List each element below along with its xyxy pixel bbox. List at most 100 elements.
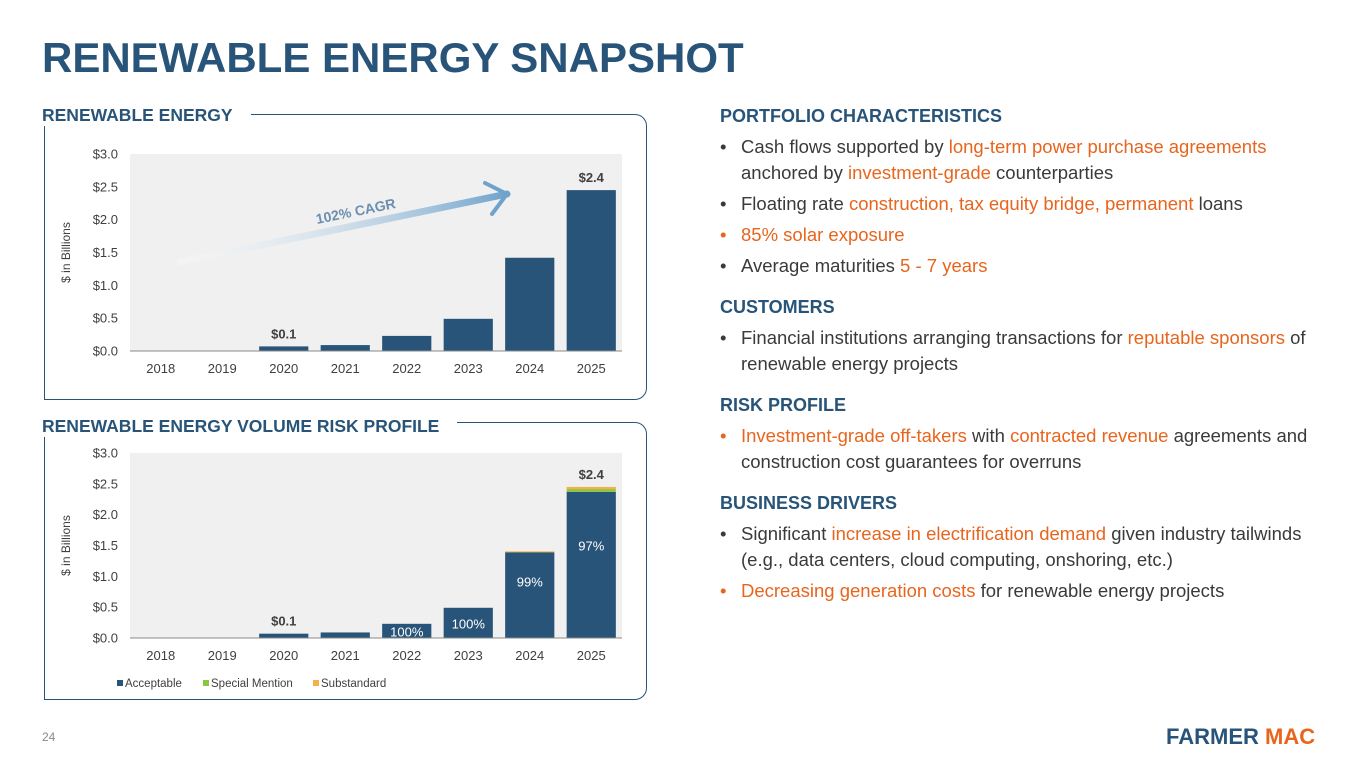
y-tick-label: $2.0	[93, 507, 118, 522]
portfolio-heading: PORTFOLIO CHARACTERISTICS	[720, 106, 1002, 126]
data-label: $2.4	[579, 467, 605, 482]
bar-value-2025	[566, 190, 616, 351]
bar-special-mention-2025	[566, 489, 616, 492]
pct-label: 99%	[517, 575, 543, 590]
legend-swatch	[117, 680, 123, 686]
renewable-energy-chart: $0.0 $0.5 $1.0 $1.5 $2.0 $2.5 $3.0 $ in Billion…	[59, 147, 622, 376]
x-tick-label: 2021	[331, 361, 360, 376]
data-label: $0.1	[271, 614, 296, 629]
bullet-floating-rate: • Floating rate construction, tax equity …	[720, 191, 1340, 217]
x-tick-label: 2025	[577, 361, 606, 376]
cagr-arrow-head	[483, 181, 509, 216]
pct-label: 100%	[390, 624, 424, 639]
highlight: contracted revenue	[1010, 425, 1169, 446]
right-column: PORTFOLIO CHARACTERISTICS • Cash flows su…	[720, 104, 1340, 620]
highlight: 5 - 7 years	[900, 255, 988, 276]
portfolio-section: PORTFOLIO CHARACTERISTICS • Cash flows su…	[720, 104, 1340, 279]
bar-value-2024	[505, 257, 555, 351]
x-tick-label: 2021	[331, 648, 360, 663]
chart2-panel-title: RENEWABLE ENERGY VOLUME RISK PROFILE	[42, 416, 458, 437]
x-tick-label: 2023	[454, 361, 483, 376]
text: Significant	[741, 523, 832, 544]
x-tick-label: 2020	[269, 361, 298, 376]
text: Financial institutions arranging transac…	[741, 327, 1128, 348]
bar-acceptable-2020	[259, 633, 309, 638]
bar-acceptable-2024	[505, 552, 555, 638]
y-tick-label: $2.5	[93, 476, 118, 491]
y-tick-label: $1.5	[93, 245, 118, 260]
bullet-financial-institutions: • Financial institutions arranging transa…	[720, 325, 1340, 377]
legend-swatch	[313, 680, 319, 686]
page-number: 24	[42, 730, 56, 744]
risk-profile-chart: $0.0 $0.5 $1.0 $1.5 $2.0 $2.5 $3.0 $ in Billion…	[59, 446, 622, 690]
data-label: $0.1	[271, 326, 296, 341]
legend-label: Substandard	[321, 678, 386, 690]
y-tick-label: $0.5	[93, 311, 118, 326]
highlight: investment-grade	[847, 162, 991, 183]
bar-substandard-2024	[505, 551, 555, 553]
page-title: RENEWABLE ENERGY SNAPSHOT	[42, 34, 744, 81]
x-tick-label: 2018	[146, 648, 175, 663]
chart1-panel	[44, 114, 647, 400]
bar-acceptable-2023	[443, 607, 493, 638]
logo-part2: MAC	[1265, 724, 1316, 749]
highlight: Investment-grade off-takers	[741, 425, 967, 446]
y-tick-label: $1.0	[93, 569, 118, 584]
text: of renewable energy projects	[741, 327, 1306, 374]
drivers-section: BUSINESS DRIVERS • Significant increase i…	[720, 491, 1340, 604]
bar-substandard-2025	[566, 486, 616, 490]
risk-section: RISK PROFILE • Investment-grade off-taker…	[720, 393, 1340, 475]
highlight: 85% solar exposure	[741, 224, 905, 245]
text: Floating rate	[741, 193, 849, 214]
x-tick-label: 2018	[146, 361, 175, 376]
bar-acceptable-2022	[382, 623, 432, 638]
bar-value-2023	[443, 318, 493, 351]
text: loans	[1193, 193, 1243, 214]
y-tick-label: $1.5	[93, 538, 118, 553]
x-tick-label: 2022	[392, 648, 421, 663]
pct-label: 100%	[452, 616, 486, 631]
bar-acceptable-2021	[320, 632, 370, 638]
bullet-dot: •	[720, 255, 727, 276]
legend-label: Acceptable	[125, 678, 182, 690]
y-tick-label: $3.0	[93, 147, 118, 162]
x-tick-label: 2024	[515, 648, 544, 663]
farmer-mac-logo: FARMER MAC	[1166, 724, 1315, 750]
x-tick-label: 2025	[577, 648, 606, 663]
bullet-maturities: • Average maturities 5 - 7 years	[720, 253, 1340, 279]
x-tick-label: 2023	[454, 648, 483, 663]
highlight: construction, tax equity bridge, permane…	[848, 193, 1194, 214]
y-axis-label: $ in Billions	[59, 222, 73, 283]
text: Cash flows supported by	[741, 136, 949, 157]
risk-heading: RISK PROFILE	[720, 395, 847, 415]
y-tick-label: $3.0	[93, 446, 118, 461]
text: counterparties	[990, 162, 1114, 183]
y-tick-label: $1.0	[93, 278, 118, 293]
logo-part1: FARMER	[1166, 724, 1259, 749]
text: anchored by	[741, 162, 848, 183]
customers-section: CUSTOMERS • Financial institutions arrang…	[720, 295, 1340, 377]
bullet-dot: •	[720, 224, 727, 245]
bar-acceptable-2025	[566, 491, 616, 638]
bar-value-2021	[320, 345, 370, 351]
highlight: Decreasing generation costs	[741, 580, 976, 601]
bullet-dot: •	[720, 580, 727, 601]
pct-label: 97%	[578, 538, 604, 553]
legend-swatch	[203, 680, 209, 686]
y-tick-label: $0.0	[93, 344, 118, 359]
text: for renewable energy projects	[975, 580, 1225, 601]
highlight: increase in electrification demand	[831, 523, 1107, 544]
highlight: reputable sponsors	[1127, 327, 1285, 348]
text: agreements and construction cost guarant…	[741, 425, 1308, 472]
bullet-dot: •	[720, 425, 727, 446]
bullet-dot: •	[720, 136, 727, 157]
x-tick-label: 2024	[515, 361, 544, 376]
bar-value-2022	[382, 335, 432, 351]
chart1-panel-title: RENEWABLE ENERGY	[42, 105, 251, 126]
bullet-cash-flows: • Cash flows supported by long-term power…	[720, 134, 1340, 186]
customers-heading: CUSTOMERS	[720, 297, 835, 317]
bullet-solar: • 85% solar exposure	[720, 222, 1340, 248]
drivers-heading: BUSINESS DRIVERS	[720, 493, 898, 513]
bullet-electrification: • Significant increase in electrification…	[720, 521, 1340, 573]
text: Average maturities	[741, 255, 901, 276]
